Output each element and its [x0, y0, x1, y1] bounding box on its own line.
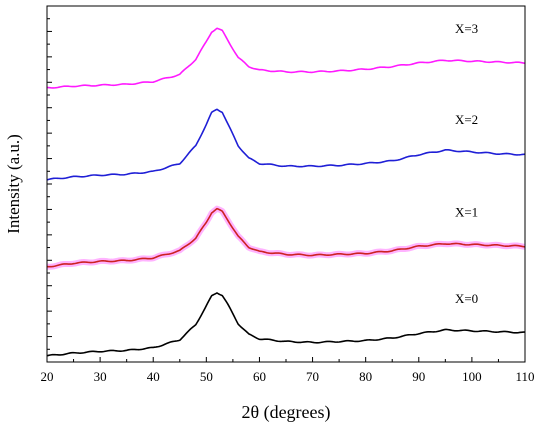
series-line-x3: [46, 27, 526, 89]
x-tick-label: 20: [41, 369, 54, 384]
series-line-x0: [46, 292, 526, 357]
x-axis-ticks: 20 30 40 50 60 70 80 90 100 110: [41, 357, 535, 384]
x-tick-label: 70: [306, 369, 319, 384]
series-line-x1: [46, 207, 526, 268]
series-label-x0: X=0: [455, 291, 478, 306]
y-axis-title: Intensity (a.u.): [4, 134, 23, 234]
x-tick-label: 80: [359, 369, 372, 384]
series-label-x2: X=2: [455, 112, 478, 127]
x-tick-label: 60: [253, 369, 266, 384]
plot-frame: [46, 5, 526, 363]
x-tick-label: 100: [462, 369, 482, 384]
series-band-x1: [45, 205, 527, 270]
series-line-x2: [46, 108, 526, 181]
x-tick-label: 110: [515, 369, 534, 384]
x-axis-title: 2θ (degrees): [241, 402, 330, 423]
series-labels: X=0 X=1 X=2 X=3: [455, 21, 478, 306]
series-label-x1: X=1: [455, 205, 478, 220]
x-tick-label: 30: [94, 369, 107, 384]
x-tick-label: 50: [200, 369, 213, 384]
x-tick-label: 90: [412, 369, 425, 384]
series-layer: [45, 27, 527, 357]
y-axis-ticks: [47, 18, 52, 350]
series-label-x3: X=3: [455, 21, 478, 36]
x-tick-label: 40: [147, 369, 160, 384]
